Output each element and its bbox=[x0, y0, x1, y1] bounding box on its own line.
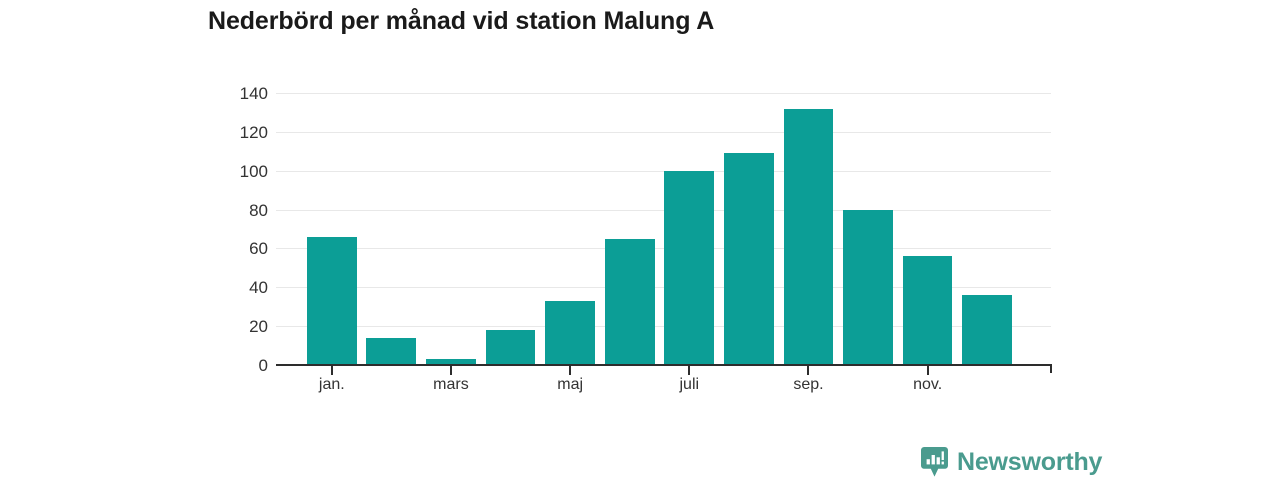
chart-title: Nederbörd per månad vid station Malung A bbox=[208, 7, 715, 35]
x-axis-tick-label: mars bbox=[433, 376, 469, 393]
bar[interactable] bbox=[664, 170, 715, 365]
x-axis-tick bbox=[449, 366, 452, 375]
bar[interactable] bbox=[783, 108, 834, 365]
y-axis-tick-label: 100 bbox=[239, 161, 268, 181]
y-axis-tick-label: 120 bbox=[239, 122, 268, 142]
newsworthy-logo: Newsworthy bbox=[921, 447, 1102, 477]
gridline bbox=[276, 248, 1051, 250]
gridline bbox=[276, 209, 1051, 211]
x-axis-end-tick bbox=[1050, 364, 1052, 373]
bar[interactable] bbox=[306, 236, 357, 365]
x-axis-tick bbox=[688, 366, 691, 375]
bar[interactable] bbox=[962, 295, 1013, 365]
gridline bbox=[276, 131, 1051, 133]
bar[interactable] bbox=[545, 300, 595, 365]
x-axis-tick-label: nov. bbox=[913, 376, 943, 393]
gridline bbox=[276, 287, 1051, 289]
x-axis-line bbox=[276, 364, 1052, 366]
gridline bbox=[276, 326, 1051, 328]
bar[interactable] bbox=[902, 256, 953, 365]
bar[interactable] bbox=[843, 209, 893, 365]
gridline bbox=[276, 93, 1051, 94]
x-axis-tick-label: sep. bbox=[793, 376, 824, 393]
y-axis-tick-label: 0 bbox=[258, 356, 268, 375]
x-axis-tick-label: jan. bbox=[318, 376, 345, 393]
gridline bbox=[276, 170, 1051, 172]
bar[interactable] bbox=[366, 337, 417, 365]
x-axis-tick bbox=[330, 366, 333, 375]
x-axis-tick-label: maj bbox=[557, 376, 584, 393]
x-axis-tick bbox=[807, 366, 810, 375]
newsworthy-wordmark: Newsworthy bbox=[957, 447, 1103, 476]
plot-area bbox=[302, 93, 1017, 365]
bar[interactable] bbox=[485, 330, 536, 365]
bar[interactable] bbox=[426, 359, 476, 365]
y-axis-tick-label: 60 bbox=[249, 239, 268, 259]
gridlines bbox=[276, 93, 1051, 365]
bar[interactable] bbox=[723, 153, 774, 365]
x-axis-tick-label: juli bbox=[679, 376, 700, 393]
newsworthy-barchart-pin-icon bbox=[921, 447, 948, 477]
x-axis-tick bbox=[926, 366, 929, 375]
y-axis-tick-label: 40 bbox=[249, 278, 268, 298]
y-axis-tick-label: 20 bbox=[249, 317, 268, 337]
x-axis-tick bbox=[569, 366, 572, 375]
bar[interactable] bbox=[604, 238, 655, 365]
y-axis-tick-label: 140 bbox=[239, 84, 268, 103]
y-axis-tick-label: 80 bbox=[249, 200, 268, 220]
